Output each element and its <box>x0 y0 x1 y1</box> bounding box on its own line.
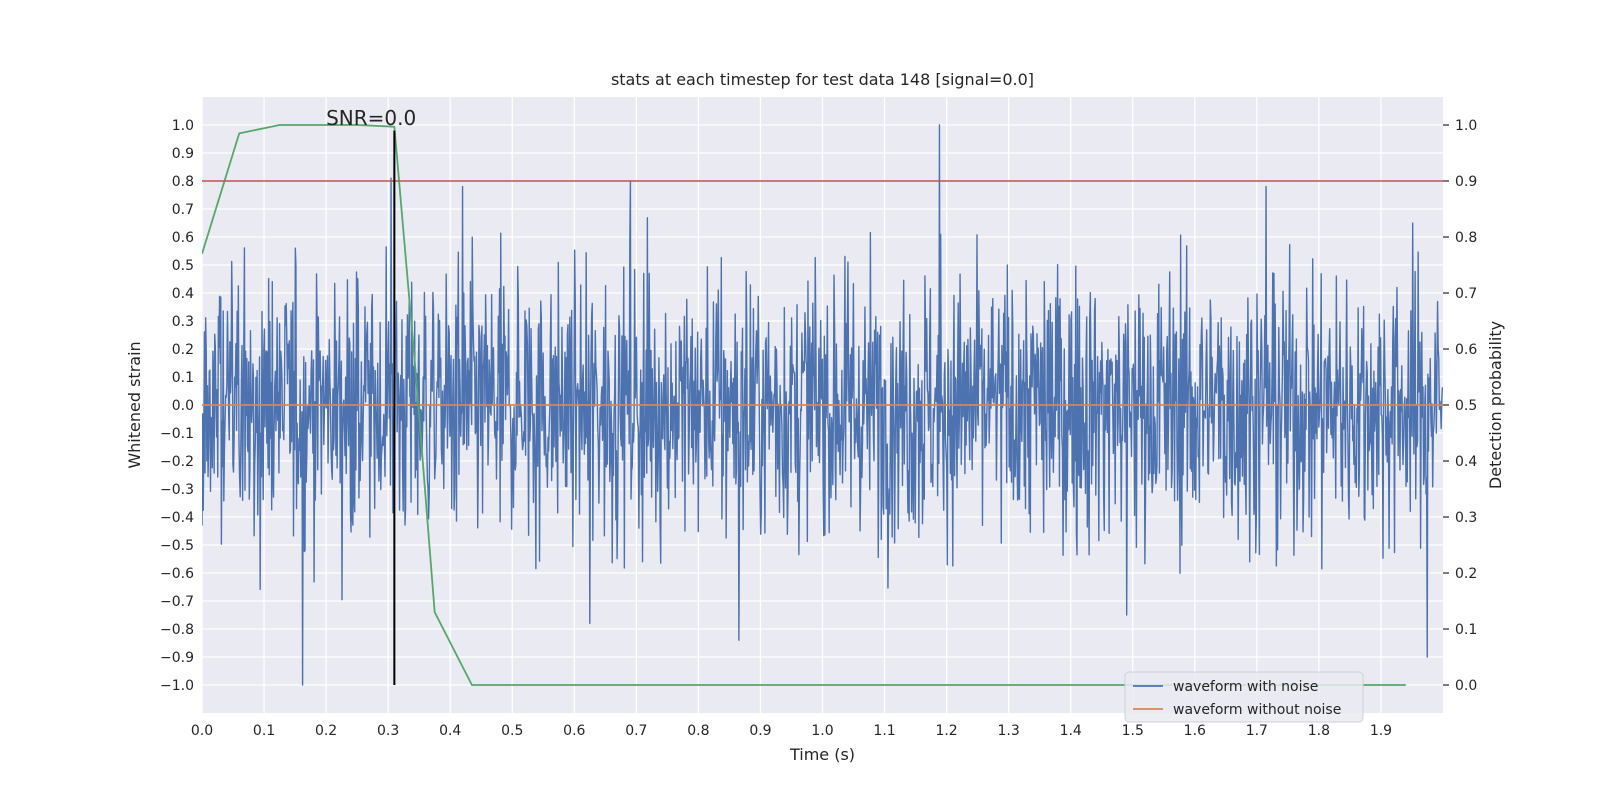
y-tick-label: −0.7 <box>160 594 194 610</box>
legend-label: waveform without noise <box>1173 702 1341 718</box>
y-tick-label: 0.1 <box>172 370 194 386</box>
y-tick-label: 0.0 <box>172 398 194 414</box>
y2-tick-label: 0.9 <box>1455 174 1477 190</box>
x-tick-label: 0.1 <box>253 723 275 739</box>
y-tick-label: −1.0 <box>160 678 194 694</box>
y2-tick-label: 0.8 <box>1455 230 1477 246</box>
y-tick-label: −0.8 <box>160 622 194 638</box>
snr-annotation: SNR=0.0 <box>326 106 416 130</box>
x-tick-label: 1.6 <box>1184 723 1206 739</box>
y-tick-label: −0.5 <box>160 538 194 554</box>
y2-axis-label: Detection probability <box>1486 321 1505 489</box>
y-tick-label: 1.0 <box>172 118 194 134</box>
x-tick-label: 1.7 <box>1246 723 1268 739</box>
plot-content <box>202 124 1443 686</box>
legend-box <box>1124 671 1364 723</box>
y-tick-label: 0.9 <box>172 146 194 162</box>
x-tick-label: 0.9 <box>749 723 771 739</box>
series-waveform-with-noise <box>202 124 1443 686</box>
x-tick-label: 0.0 <box>191 723 213 739</box>
y-tick-label: 0.3 <box>172 314 194 330</box>
y-tick-label: 0.2 <box>172 342 194 358</box>
y-tick-label: −0.1 <box>160 426 194 442</box>
x-tick-label: 1.3 <box>998 723 1020 739</box>
x-tick-label: 0.8 <box>687 723 709 739</box>
x-tick-label: 1.1 <box>873 723 895 739</box>
y2-tick-label: 0.0 <box>1455 678 1477 694</box>
y-tick-label: 0.8 <box>172 174 194 190</box>
y2-tick-label: 0.7 <box>1455 286 1477 302</box>
y-tick-label: 0.5 <box>172 258 194 274</box>
y-tick-label: −0.3 <box>160 482 194 498</box>
y2-tick-label: 0.2 <box>1455 566 1477 582</box>
legend-label: waveform with noise <box>1173 679 1318 695</box>
x-axis-label: Time (s) <box>789 745 855 764</box>
legend: waveform with noise waveform without nois… <box>1124 671 1364 723</box>
x-tick-label: 1.5 <box>1122 723 1144 739</box>
y-tick-label: −0.4 <box>160 510 194 526</box>
x-tick-label: 0.4 <box>439 723 461 739</box>
x-tick-label: 0.3 <box>377 723 399 739</box>
x-tick-label: 1.2 <box>935 723 957 739</box>
x-tick-label: 0.7 <box>625 723 647 739</box>
y2-tick-label: 0.1 <box>1455 622 1477 638</box>
axes: 0.0 0.1 0.2 0.3 0.4 0.5 0.6 0.7 0.8 0.9 1.0 1.1 1.2 1… <box>160 118 1477 739</box>
series-detection-probability <box>202 124 1406 686</box>
chart-title: stats at each timestep for test data 148… <box>611 70 1034 89</box>
x-tick-label: 1.4 <box>1060 723 1082 739</box>
x-tick-label: 1.0 <box>811 723 833 739</box>
x-tick-label: 0.2 <box>315 723 337 739</box>
y-tick-label: −0.2 <box>160 454 194 470</box>
x-tick-label: 0.6 <box>563 723 585 739</box>
y-tick-label: 0.4 <box>172 286 194 302</box>
y2-tick-label: 0.3 <box>1455 510 1477 526</box>
y2-tick-label: 0.5 <box>1455 398 1477 414</box>
x-tick-label: 1.8 <box>1308 723 1330 739</box>
x-tick-label: 0.5 <box>501 723 523 739</box>
series-layer <box>202 124 1443 686</box>
y-tick-label: 0.6 <box>172 230 194 246</box>
y2-tick-label: 0.4 <box>1455 454 1477 470</box>
y2-tick-label: 1.0 <box>1455 118 1477 134</box>
y2-tick-label: 0.6 <box>1455 342 1477 358</box>
x-tick-label: 1.9 <box>1370 723 1392 739</box>
y-axis-label: Whitened strain <box>125 341 144 468</box>
y-tick-label: 0.7 <box>172 202 194 218</box>
y-tick-label: −0.6 <box>160 566 194 582</box>
y-tick-label: −0.9 <box>160 650 194 666</box>
